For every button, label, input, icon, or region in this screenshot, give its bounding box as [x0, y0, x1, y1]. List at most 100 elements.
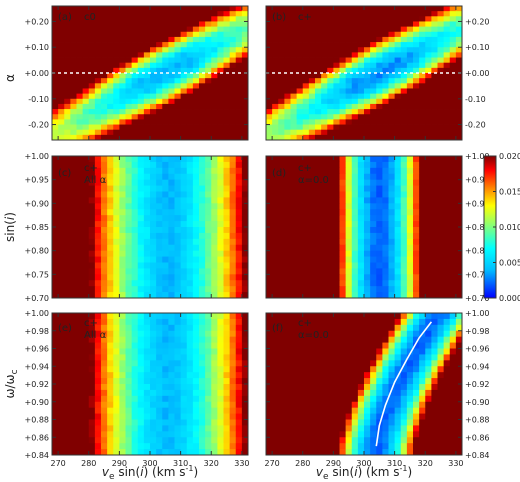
heatmap-cell	[278, 42, 285, 48]
heatmap-cell	[345, 26, 353, 33]
heatmap-cell	[333, 11, 340, 17]
heatmap-cell	[162, 274, 169, 281]
heatmap-cell	[327, 67, 334, 74]
heatmap-cell	[345, 134, 353, 141]
heatmap-cell	[125, 21, 133, 28]
heatmap-cell	[351, 88, 359, 95]
heatmap-cell	[333, 372, 340, 379]
heatmap-cell	[82, 238, 90, 246]
heatmap-cell	[241, 36, 249, 43]
heatmap-cell	[143, 197, 151, 204]
heatmap-cell	[284, 389, 291, 397]
heatmap-cell	[443, 103, 451, 110]
heatmap-cell	[455, 124, 463, 131]
heatmap-cell	[266, 401, 273, 409]
heatmap-cell	[101, 215, 108, 222]
heatmap-cell	[455, 129, 463, 136]
heatmap-cell	[82, 425, 90, 432]
heatmap-cell	[235, 161, 243, 169]
heatmap-cell	[278, 21, 285, 28]
heatmap-cell	[174, 268, 182, 275]
heatmap-cell	[150, 103, 157, 110]
heatmap-cell	[382, 395, 389, 403]
heatmap-cell	[162, 57, 169, 64]
heatmap-cell	[235, 124, 243, 131]
heatmap-cell	[101, 185, 108, 192]
heatmap-cell	[437, 348, 445, 355]
heatmap-cell	[284, 318, 291, 326]
heatmap-cell	[290, 88, 298, 95]
heatmap-cell	[101, 6, 108, 12]
heatmap-cell	[266, 336, 273, 343]
heatmap-cell	[107, 62, 114, 69]
heatmap-cell	[333, 215, 340, 222]
heatmap-cell	[88, 313, 96, 320]
heatmap-cell	[364, 395, 371, 403]
heatmap-cell	[241, 173, 249, 181]
heatmap-cell	[119, 209, 126, 216]
heatmap-cell	[388, 21, 396, 28]
heatmap-cell	[413, 227, 420, 234]
heatmap-cell	[449, 67, 457, 74]
heatmap-cell	[70, 203, 77, 210]
heatmap-cell	[382, 197, 389, 204]
heatmap-cell	[211, 124, 218, 131]
heatmap-cell	[88, 6, 96, 12]
heatmap-cell	[394, 103, 402, 110]
heatmap-cell	[455, 292, 463, 299]
heatmap-cell	[443, 360, 451, 367]
heatmap-cell	[339, 401, 347, 409]
heatmap-cell	[419, 73, 426, 79]
heatmap-cell	[272, 330, 279, 338]
heatmap-cell	[406, 93, 414, 100]
heatmap-cell	[321, 134, 328, 141]
heatmap-cell	[419, 354, 426, 361]
heatmap-cell	[388, 324, 396, 332]
heatmap-cell	[321, 36, 328, 43]
heatmap-cell	[58, 221, 65, 228]
heatmap-cell	[272, 57, 279, 64]
heatmap-cell	[223, 185, 231, 192]
heatmap-cell	[119, 114, 126, 120]
heatmap-cell	[64, 238, 71, 246]
heatmap-cell	[278, 268, 285, 275]
heatmap-cell	[217, 134, 224, 141]
heatmap-cell	[339, 318, 347, 326]
heatmap-cell	[406, 124, 414, 131]
heatmap-cell	[425, 227, 432, 234]
heatmap-cell	[94, 286, 102, 293]
heatmap-cell	[199, 191, 206, 198]
heatmap-cell	[58, 42, 65, 48]
heatmap-cell	[241, 67, 249, 74]
heatmap-cell	[101, 232, 108, 240]
heatmap-cell	[339, 179, 347, 186]
heatmap-cell	[290, 443, 298, 450]
heatmap-cell	[235, 227, 243, 234]
heatmap-cell	[406, 185, 414, 192]
heatmap-cell	[64, 16, 71, 22]
heatmap-cell	[302, 197, 310, 204]
heatmap-cell	[82, 372, 90, 379]
heatmap-cell	[284, 425, 291, 432]
heatmap-cell	[449, 330, 457, 338]
heatmap-cell	[302, 286, 310, 293]
heatmap-cell	[455, 11, 463, 17]
heatmap-cell	[437, 336, 445, 343]
heatmap-cell	[443, 395, 451, 403]
heatmap-cell	[345, 413, 353, 420]
heatmap-cell	[290, 244, 298, 252]
heatmap-cell	[205, 93, 212, 100]
heatmap-cell	[192, 268, 200, 275]
heatmap-cell	[376, 395, 383, 403]
heatmap-cell	[113, 280, 120, 287]
heatmap-cell	[357, 244, 365, 252]
heatmap-cell	[119, 161, 126, 169]
heatmap-cell	[217, 103, 224, 110]
heatmap-cell	[400, 42, 408, 48]
heatmap-cell	[278, 11, 285, 17]
heatmap-cell	[156, 42, 163, 48]
heatmap-cell	[431, 413, 438, 420]
heatmap-cell	[437, 179, 445, 186]
heatmap-cell	[137, 313, 145, 320]
heatmap-cell	[235, 167, 243, 175]
